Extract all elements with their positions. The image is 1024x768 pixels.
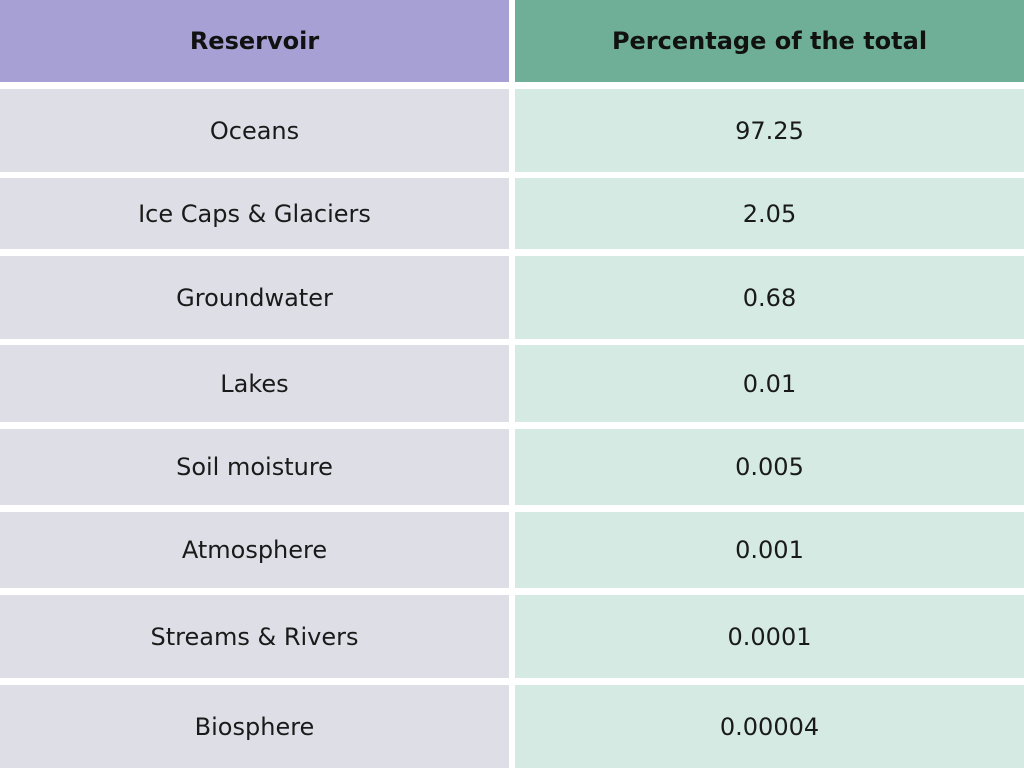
- table-row-reservoir: Oceans: [0, 89, 509, 172]
- table-row-percentage: 0.001: [515, 512, 1024, 588]
- table-row-reservoir: Biosphere: [0, 685, 509, 768]
- table-row-percentage: 0.00004: [515, 685, 1024, 768]
- header-percentage: Percentage of the total: [515, 0, 1024, 82]
- table-row-reservoir: Soil moisture: [0, 429, 509, 505]
- table-row-reservoir: Streams & Rivers: [0, 595, 509, 678]
- table-row-percentage: 0.01: [515, 345, 1024, 422]
- header-reservoir: Reservoir: [0, 0, 509, 82]
- table-row-percentage: 0.005: [515, 429, 1024, 505]
- table-row-reservoir: Atmosphere: [0, 512, 509, 588]
- table-row-percentage: 0.0001: [515, 595, 1024, 678]
- table-row-reservoir: Ice Caps & Glaciers: [0, 178, 509, 249]
- table-row-reservoir: Groundwater: [0, 256, 509, 339]
- table-row-percentage: 2.05: [515, 178, 1024, 249]
- table-row-percentage: 0.68: [515, 256, 1024, 339]
- table-row-reservoir: Lakes: [0, 345, 509, 422]
- table-row-percentage: 97.25: [515, 89, 1024, 172]
